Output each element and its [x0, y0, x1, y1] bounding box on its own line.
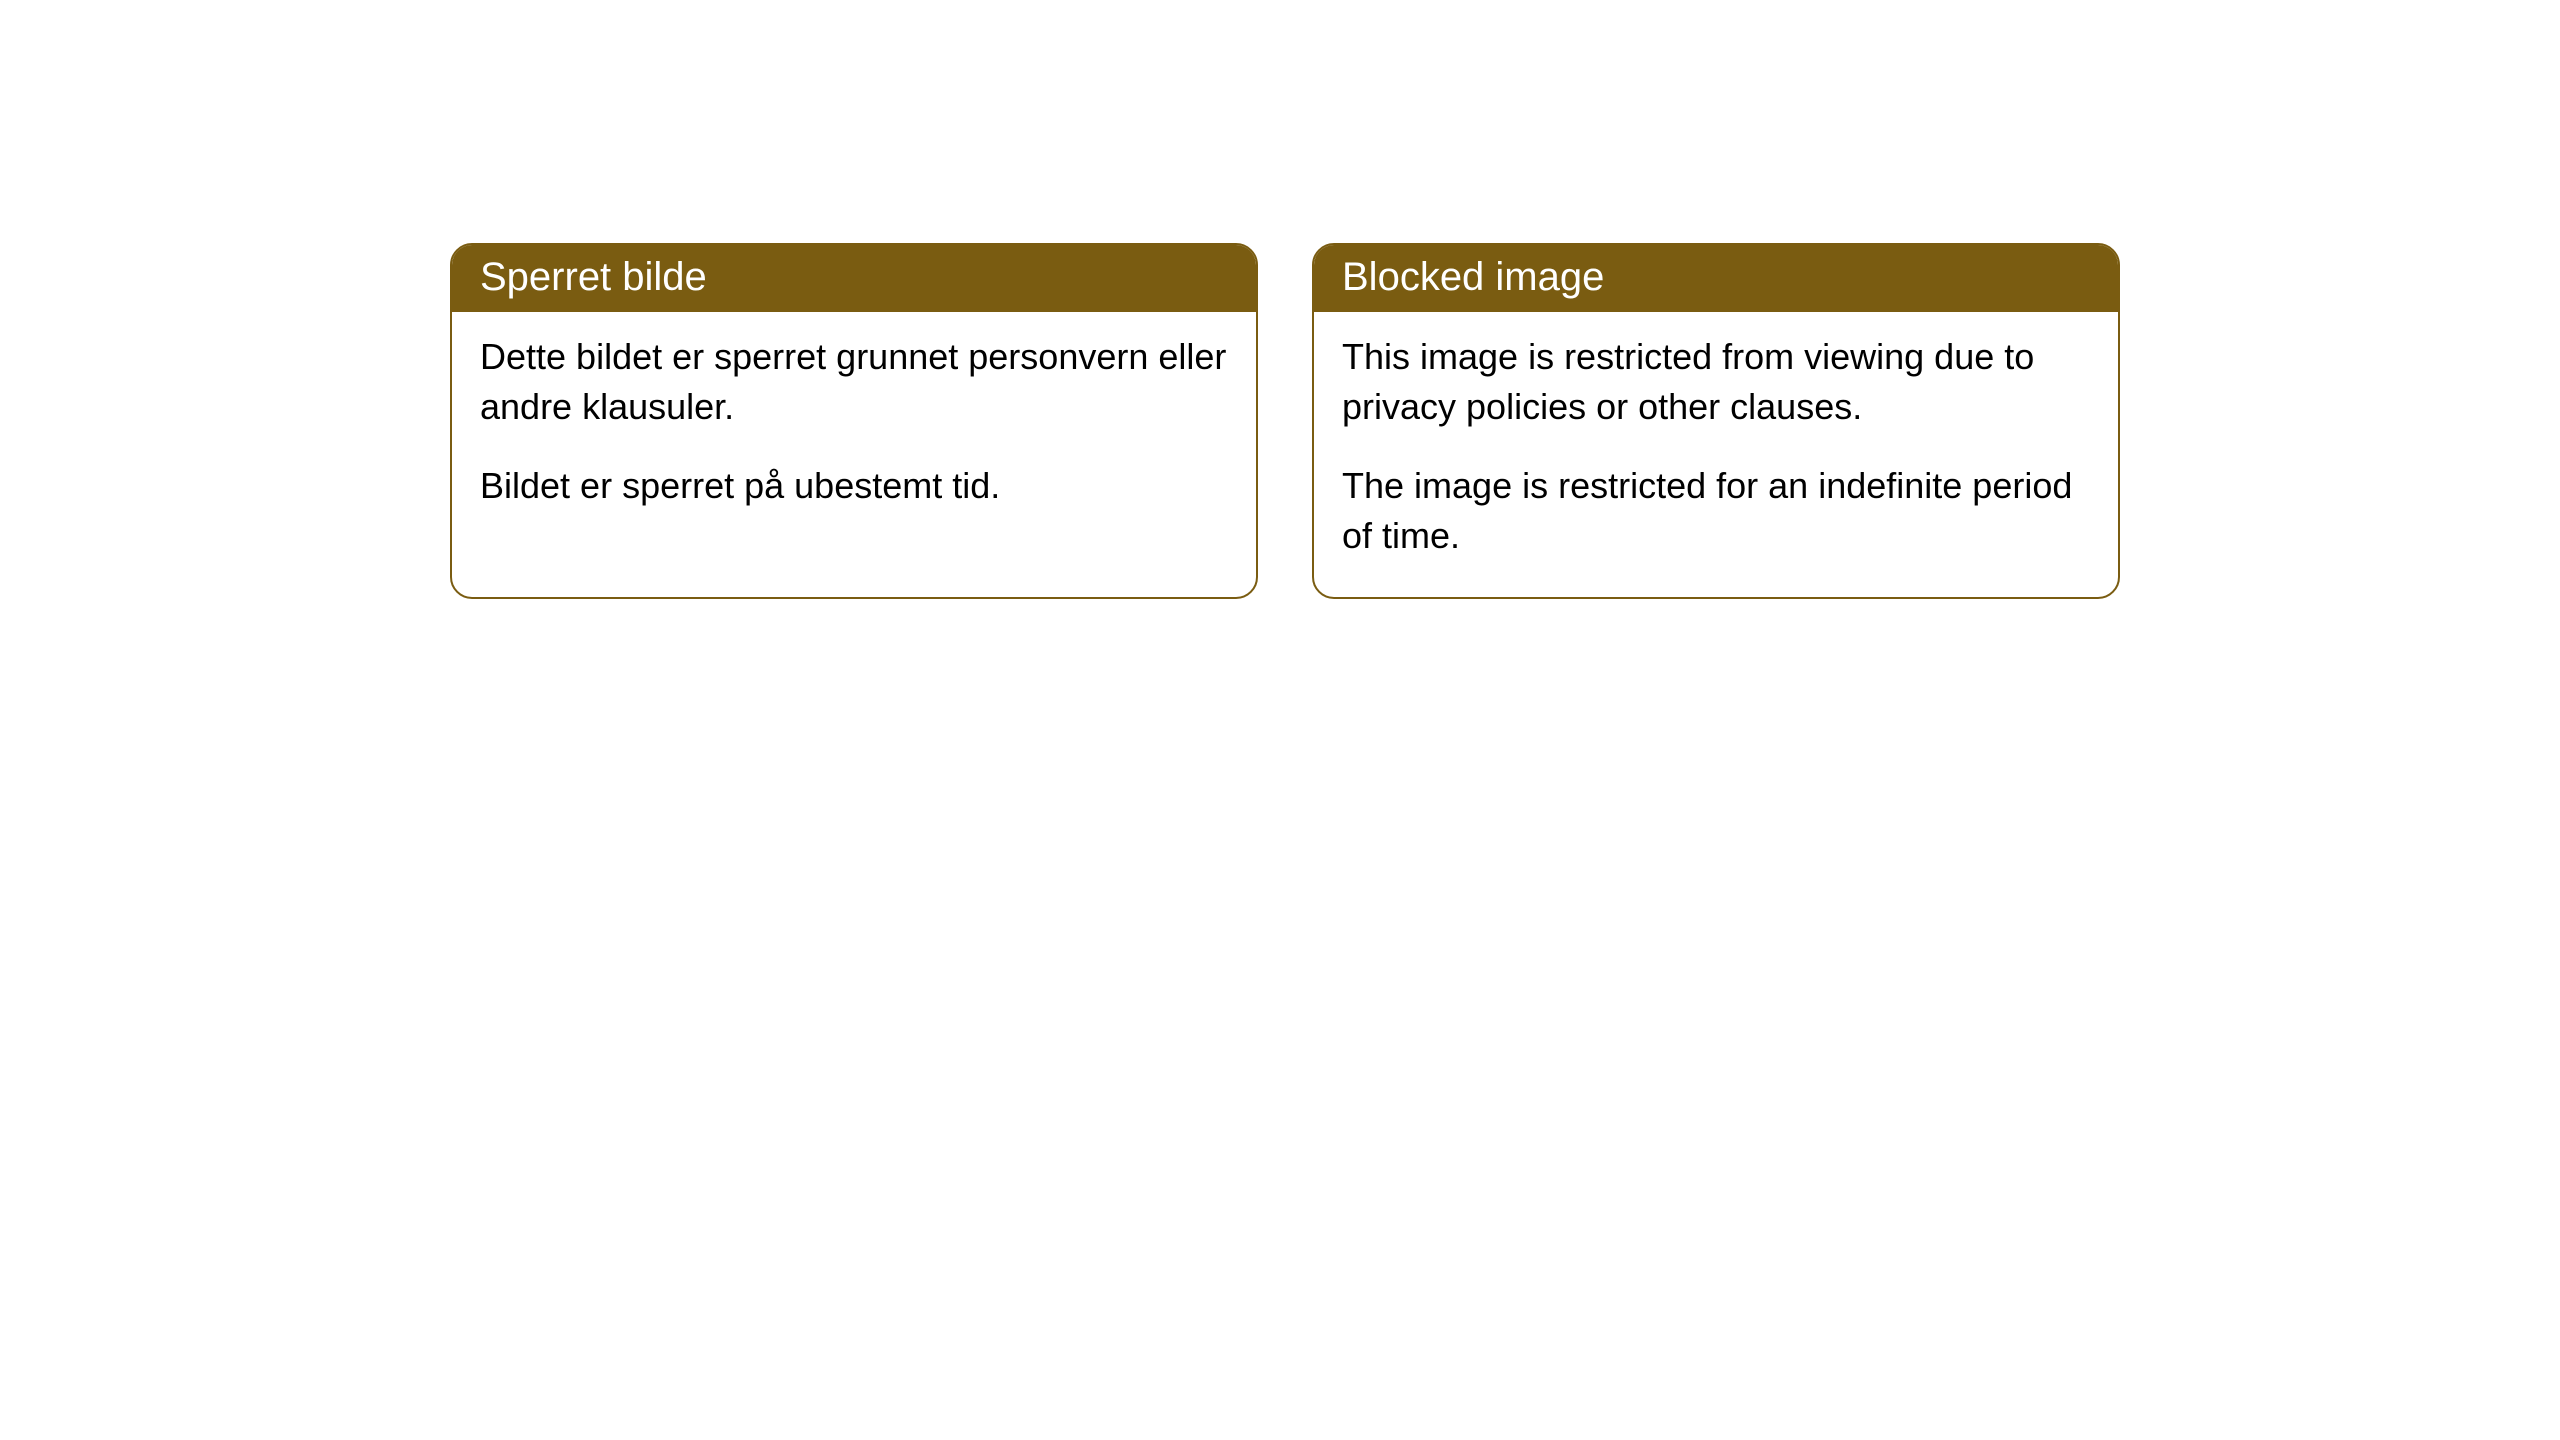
- card-body-norwegian: Dette bildet er sperret grunnet personve…: [452, 312, 1256, 547]
- card-title-norwegian: Sperret bilde: [480, 255, 707, 299]
- notice-card-english: Blocked image This image is restricted f…: [1312, 243, 2120, 599]
- notice-card-norwegian: Sperret bilde Dette bildet er sperret gr…: [450, 243, 1258, 599]
- card-paragraph-norwegian-1: Dette bildet er sperret grunnet personve…: [480, 332, 1228, 431]
- card-paragraph-english-2: The image is restricted for an indefinit…: [1342, 461, 2090, 560]
- card-header-english: Blocked image: [1314, 245, 2118, 312]
- card-title-english: Blocked image: [1342, 255, 1604, 299]
- notice-container: Sperret bilde Dette bildet er sperret gr…: [450, 243, 2120, 599]
- card-paragraph-english-1: This image is restricted from viewing du…: [1342, 332, 2090, 431]
- card-header-norwegian: Sperret bilde: [452, 245, 1256, 312]
- card-paragraph-norwegian-2: Bildet er sperret på ubestemt tid.: [480, 461, 1228, 511]
- card-body-english: This image is restricted from viewing du…: [1314, 312, 2118, 597]
